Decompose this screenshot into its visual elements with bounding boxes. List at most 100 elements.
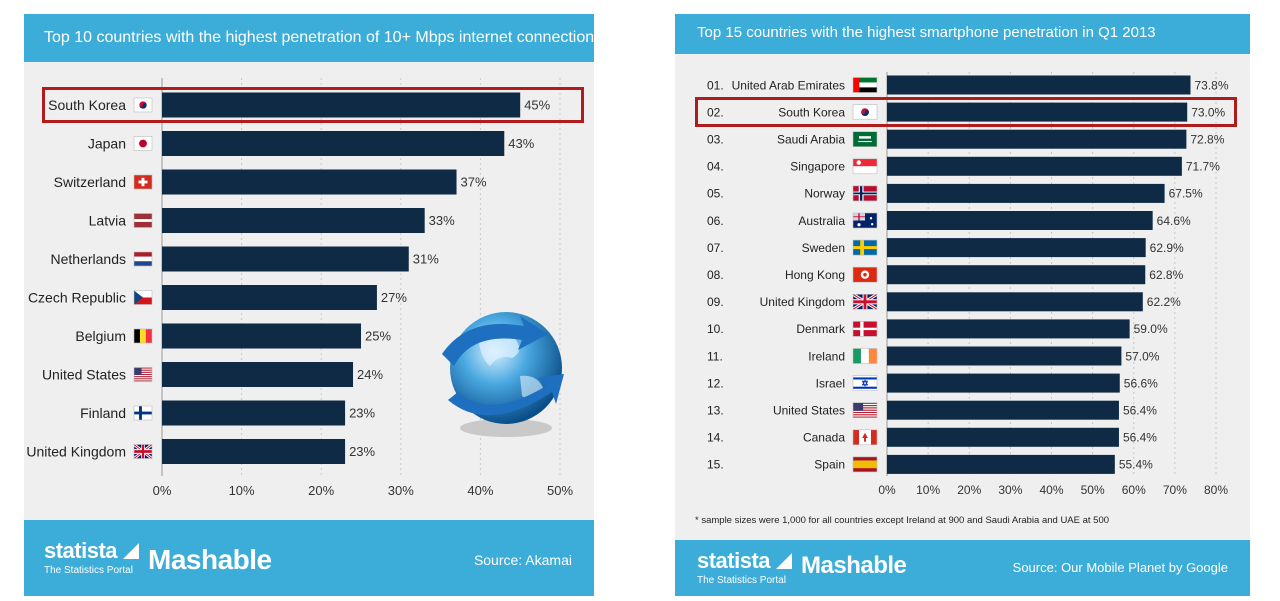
finland-flag-icon xyxy=(133,405,153,421)
x-tick-label: 70% xyxy=(1163,483,1187,497)
flag-part xyxy=(134,329,141,343)
south-korea-flag-icon xyxy=(133,97,153,113)
flag-part xyxy=(853,300,877,304)
category-label: United States xyxy=(773,404,845,418)
flag-border xyxy=(852,456,878,473)
left-highlight-box xyxy=(42,87,584,123)
bar xyxy=(162,246,409,272)
rank-label: 14. xyxy=(707,431,724,445)
switzerland-flag-icon xyxy=(133,174,153,190)
value-label: 56.4% xyxy=(1123,404,1157,418)
x-tick-label: 50% xyxy=(1081,483,1105,497)
x-tick-label: 10% xyxy=(916,483,940,497)
flag-part xyxy=(853,402,864,411)
uae-flag-icon xyxy=(852,77,878,93)
value-label: 24% xyxy=(357,367,383,382)
flag-part xyxy=(871,429,877,445)
rank-label: 07. xyxy=(707,241,724,255)
belgium-flag-icon xyxy=(133,328,153,344)
value-label: 71.7% xyxy=(1186,160,1220,174)
australia-flag-icon xyxy=(852,212,878,229)
value-label: 56.4% xyxy=(1123,431,1157,445)
value-label: 55.4% xyxy=(1119,458,1153,472)
bar xyxy=(162,208,425,233)
flag-border xyxy=(133,136,153,151)
statista-logo: statista The Statistics Portal xyxy=(44,538,140,576)
rank-label: 02. xyxy=(707,105,724,119)
category-label: Switzerland xyxy=(54,174,126,190)
flag-part xyxy=(134,450,152,453)
flag-part xyxy=(853,87,877,93)
bar xyxy=(887,454,1115,474)
flag-part xyxy=(134,290,152,298)
flag-border xyxy=(133,174,153,190)
left-source: Source: Akamai xyxy=(473,552,572,568)
flag-part xyxy=(853,456,877,461)
flag-border xyxy=(133,444,153,459)
x-tick-label: 10% xyxy=(229,483,255,498)
flag-part xyxy=(139,139,147,148)
usa-flag-icon xyxy=(133,367,153,382)
flag-border xyxy=(852,212,878,229)
flag-part xyxy=(134,376,152,378)
value-label: 59.0% xyxy=(1134,322,1168,336)
value-label: 62.9% xyxy=(1150,241,1184,255)
value-label: 45% xyxy=(524,98,550,113)
spain-flag-icon xyxy=(852,456,878,473)
rank-label: 04. xyxy=(707,160,724,174)
value-label: 23% xyxy=(349,444,375,459)
flag-part xyxy=(871,223,874,226)
flag-part xyxy=(853,77,860,93)
latvia-flag-icon xyxy=(133,213,153,228)
x-tick-label: 20% xyxy=(308,483,334,498)
flag-border xyxy=(852,402,878,419)
category-label: Belgium xyxy=(75,328,126,344)
flag-part xyxy=(857,223,861,227)
singapore-flag-icon xyxy=(852,158,878,175)
rank-label: 11. xyxy=(707,349,723,363)
category-label: Czech Republic xyxy=(28,290,126,306)
flag-part xyxy=(134,256,152,262)
statista-logo-icon xyxy=(776,553,793,569)
flag-border xyxy=(852,239,878,256)
flag-border xyxy=(852,375,878,391)
left-chart-panel: Top 10 countries with the highest penetr… xyxy=(24,14,594,596)
flag-part xyxy=(859,136,871,139)
bar xyxy=(162,285,377,310)
left-footer: statista The Statistics Portal Mashable … xyxy=(24,520,594,596)
flag-part xyxy=(853,460,877,469)
x-tick-label: 50% xyxy=(547,483,573,498)
category-label: Ireland xyxy=(808,349,845,363)
flag-part xyxy=(853,166,877,174)
value-label: 57.0% xyxy=(1125,349,1159,363)
category-label: Israel xyxy=(816,376,845,390)
flag-part xyxy=(134,380,152,382)
category-label: United States xyxy=(42,367,126,383)
flag-part xyxy=(134,261,152,266)
flag-part xyxy=(134,297,152,305)
value-label: 67.5% xyxy=(1169,187,1203,201)
right-highlight-box xyxy=(695,97,1237,127)
flag-part xyxy=(853,246,877,250)
mashable-logo: Mashable xyxy=(148,544,272,575)
rank-label: 06. xyxy=(707,214,724,228)
flag-part xyxy=(134,252,152,257)
category-label: United Kingdom xyxy=(26,444,126,460)
category-label: Spain xyxy=(814,458,845,472)
flag-border xyxy=(852,77,878,93)
flag-border xyxy=(852,348,878,364)
flag-border xyxy=(133,328,153,344)
bar xyxy=(887,292,1143,312)
flag-part xyxy=(145,329,152,343)
flag-part xyxy=(863,272,867,277)
category-label: Netherlands xyxy=(51,251,127,267)
category-label: South Korea xyxy=(778,105,845,119)
x-tick-label: 20% xyxy=(957,483,981,497)
value-label: 62.8% xyxy=(1149,268,1183,282)
flag-border xyxy=(133,290,153,305)
flag-border xyxy=(852,266,878,283)
rank-label: 03. xyxy=(707,133,724,147)
bar xyxy=(887,346,1122,366)
denmark-flag-icon xyxy=(852,321,878,337)
bar xyxy=(887,102,1188,122)
